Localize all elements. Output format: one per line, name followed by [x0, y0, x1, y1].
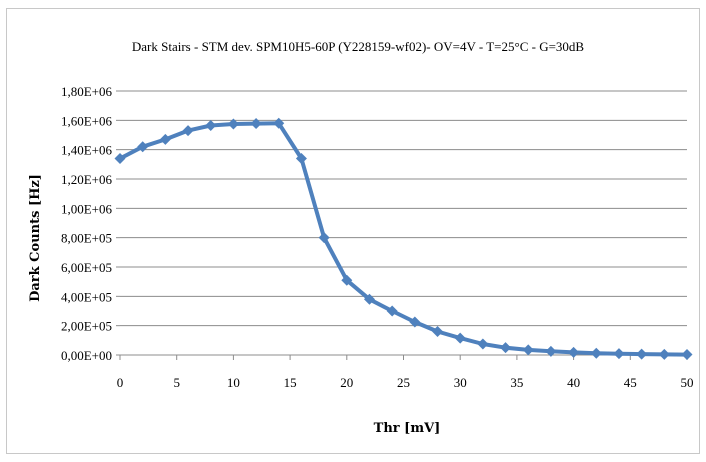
data-point-marker: [658, 348, 670, 360]
data-point-marker: [137, 141, 149, 153]
y-tick-labels: 0,00E+00 2,00E+05 4,00E+05 6,00E+05 8,00E+05…: [61, 84, 120, 363]
x-tick-labels: 0 5 10 15 20 25 30 35 40 45 50: [117, 355, 694, 390]
y-tick-label: 1,00E+06: [61, 201, 113, 216]
x-axis-label: Thr [mV]: [374, 421, 441, 436]
data-point-marker: [613, 348, 625, 360]
data-point-marker: [681, 349, 693, 361]
data-point-marker: [590, 347, 602, 359]
y-tick-label: 8,00E+05: [61, 231, 112, 246]
series-markers: [114, 117, 693, 361]
data-point-marker: [114, 152, 126, 164]
data-point-marker: [500, 342, 512, 354]
data-point-marker: [227, 118, 239, 130]
data-point-marker: [477, 338, 489, 350]
y-tick-label: 2,00E+05: [61, 319, 112, 334]
y-tick-label: 0,00E+00: [61, 348, 112, 363]
y-tick-label: 1,60E+06: [61, 113, 113, 128]
x-tick-label: 25: [397, 375, 410, 390]
y-tick-label: 1,20E+06: [61, 172, 113, 187]
data-point-marker: [522, 344, 534, 356]
chart-title: Dark Stairs - STM dev. SPM10H5-60P (Y228…: [132, 39, 585, 54]
data-point-marker: [432, 326, 444, 338]
data-point-marker: [273, 117, 285, 129]
data-point-marker: [341, 274, 353, 286]
data-point-marker: [295, 152, 307, 164]
data-point-marker: [250, 118, 262, 130]
y-tick-label: 6,00E+05: [61, 260, 112, 275]
data-point-marker: [636, 348, 648, 360]
x-tick-label: 45: [624, 375, 637, 390]
line-chart: Dark Stairs - STM dev. SPM10H5-60P (Y228…: [28, 39, 694, 436]
x-tick-label: 20: [340, 375, 353, 390]
data-point-marker: [386, 305, 398, 317]
grid-lines: [120, 90, 687, 327]
data-point-marker: [363, 293, 375, 305]
x-tick-label: 5: [173, 375, 180, 390]
chart-frame: Dark Stairs - STM dev. SPM10H5-60P (Y228…: [6, 8, 700, 454]
x-tick-label: 30: [454, 375, 467, 390]
x-tick-label: 10: [227, 375, 240, 390]
y-axis-label: Dark Counts [Hz]: [28, 174, 43, 302]
data-point-marker: [545, 345, 557, 357]
series-line: [119, 121, 688, 357]
data-point-marker: [182, 125, 194, 137]
data-point-marker: [409, 316, 421, 328]
data-point-marker: [568, 346, 580, 358]
data-point-marker: [205, 119, 217, 131]
data-point-marker: [454, 332, 466, 344]
x-tick-label: 0: [117, 375, 124, 390]
x-tick-label: 15: [284, 375, 297, 390]
x-tick-label: 40: [567, 375, 580, 390]
y-tick-label: 1,40E+06: [61, 143, 113, 158]
y-tick-label: 4,00E+05: [61, 289, 112, 304]
x-tick-label: 35: [510, 375, 523, 390]
y-tick-label: 1,80E+06: [61, 84, 113, 99]
data-point-marker: [159, 133, 171, 145]
data-point-marker: [318, 232, 330, 244]
x-tick-label: 50: [681, 375, 694, 390]
